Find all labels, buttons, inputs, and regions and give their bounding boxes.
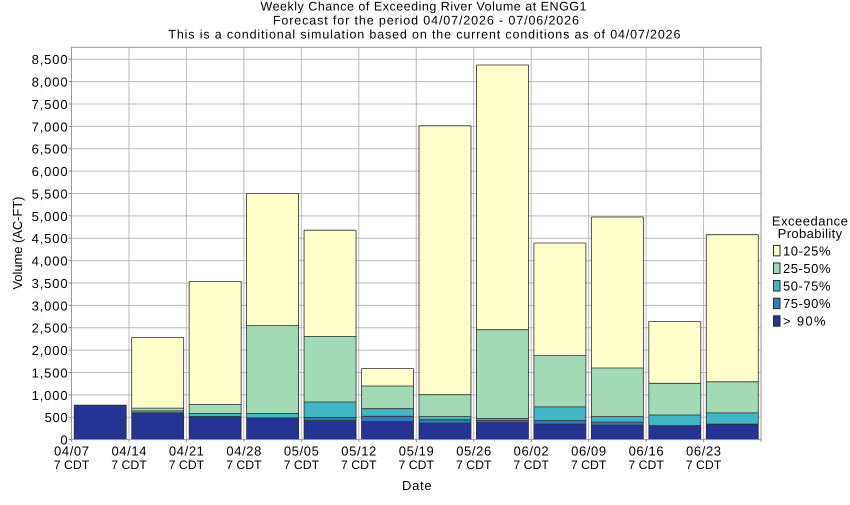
svg-text:05/05: 05/05 [284,444,319,459]
svg-text:25-50%: 25-50% [783,261,831,276]
svg-text:0: 0 [60,433,67,448]
svg-text:7 CDT: 7 CDT [284,458,320,472]
svg-text:2,500: 2,500 [32,321,68,336]
svg-text:7 CDT: 7 CDT [628,458,664,472]
svg-text:2,000: 2,000 [32,343,68,358]
svg-text:6,000: 6,000 [32,164,68,179]
svg-text:04/28: 04/28 [226,444,261,459]
svg-text:06/02: 06/02 [514,444,549,459]
svg-text:7 CDT: 7 CDT [111,458,147,472]
svg-text:5,000: 5,000 [32,209,68,224]
svg-text:8,500: 8,500 [32,52,68,67]
svg-text:06/16: 06/16 [629,444,664,459]
svg-text:05/12: 05/12 [341,444,376,459]
svg-text:Forecast for the period 04/07/: Forecast for the period 04/07/2026 - 07/… [273,14,579,28]
svg-text:4,000: 4,000 [32,254,68,269]
svg-text:75-90%: 75-90% [783,296,831,311]
svg-text:05/19: 05/19 [399,444,434,459]
svg-text:3,500: 3,500 [32,276,68,291]
svg-text:7,000: 7,000 [32,119,68,134]
svg-text:8,000: 8,000 [32,75,68,90]
svg-text:1,000: 1,000 [32,388,68,403]
svg-text:04/14: 04/14 [111,444,146,459]
svg-text:Probability: Probability [778,226,843,241]
svg-text:7 CDT: 7 CDT [169,458,205,472]
svg-text:04/07: 04/07 [54,444,89,459]
svg-text:06/23: 06/23 [686,444,721,459]
svg-text:5,500: 5,500 [32,187,68,202]
svg-text:7 CDT: 7 CDT [513,458,549,472]
svg-text:3,000: 3,000 [32,298,68,313]
svg-text:7 CDT: 7 CDT [341,458,377,472]
svg-text:05/26: 05/26 [456,444,491,459]
svg-text:7 CDT: 7 CDT [398,458,434,472]
svg-text:Exceedance: Exceedance [772,214,848,229]
svg-text:7 CDT: 7 CDT [54,458,90,472]
svg-text:7 CDT: 7 CDT [571,458,607,472]
svg-text:1,500: 1,500 [32,366,68,381]
svg-text:Weekly Chance of Exceeding Riv: Weekly Chance of Exceeding River Volume … [261,0,587,14]
svg-text:04/21: 04/21 [169,444,204,459]
svg-text:500: 500 [45,410,68,425]
svg-text:> 90%: > 90% [783,314,826,329]
svg-text:7 CDT: 7 CDT [686,458,722,472]
svg-text:7 CDT: 7 CDT [226,458,262,472]
svg-text:4,500: 4,500 [32,231,68,246]
svg-text:10-25%: 10-25% [783,243,831,258]
svg-text:7,500: 7,500 [32,97,68,112]
svg-text:06/09: 06/09 [571,444,606,459]
svg-text:Volume (AC-FT): Volume (AC-FT) [10,197,25,290]
svg-text:6,500: 6,500 [32,142,68,157]
svg-text:This is a conditional simulati: This is a conditional simulation based o… [168,27,680,41]
svg-text:Date: Date [402,478,432,493]
svg-text:7 CDT: 7 CDT [456,458,492,472]
svg-text:50-75%: 50-75% [783,279,831,294]
